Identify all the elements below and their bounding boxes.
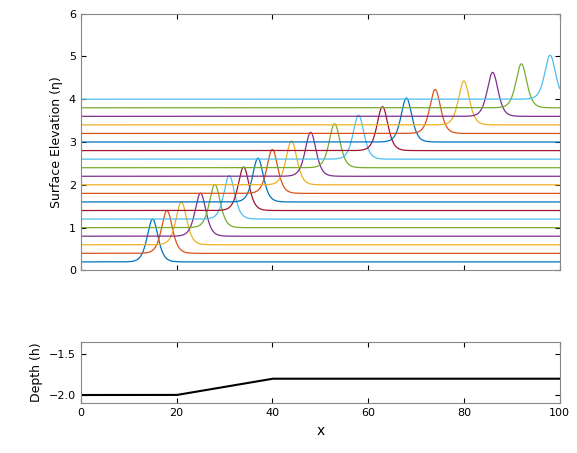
Y-axis label: Depth (h): Depth (h) — [30, 343, 43, 402]
Y-axis label: Surface Elevation (η): Surface Elevation (η) — [50, 76, 63, 208]
X-axis label: x: x — [316, 424, 324, 438]
